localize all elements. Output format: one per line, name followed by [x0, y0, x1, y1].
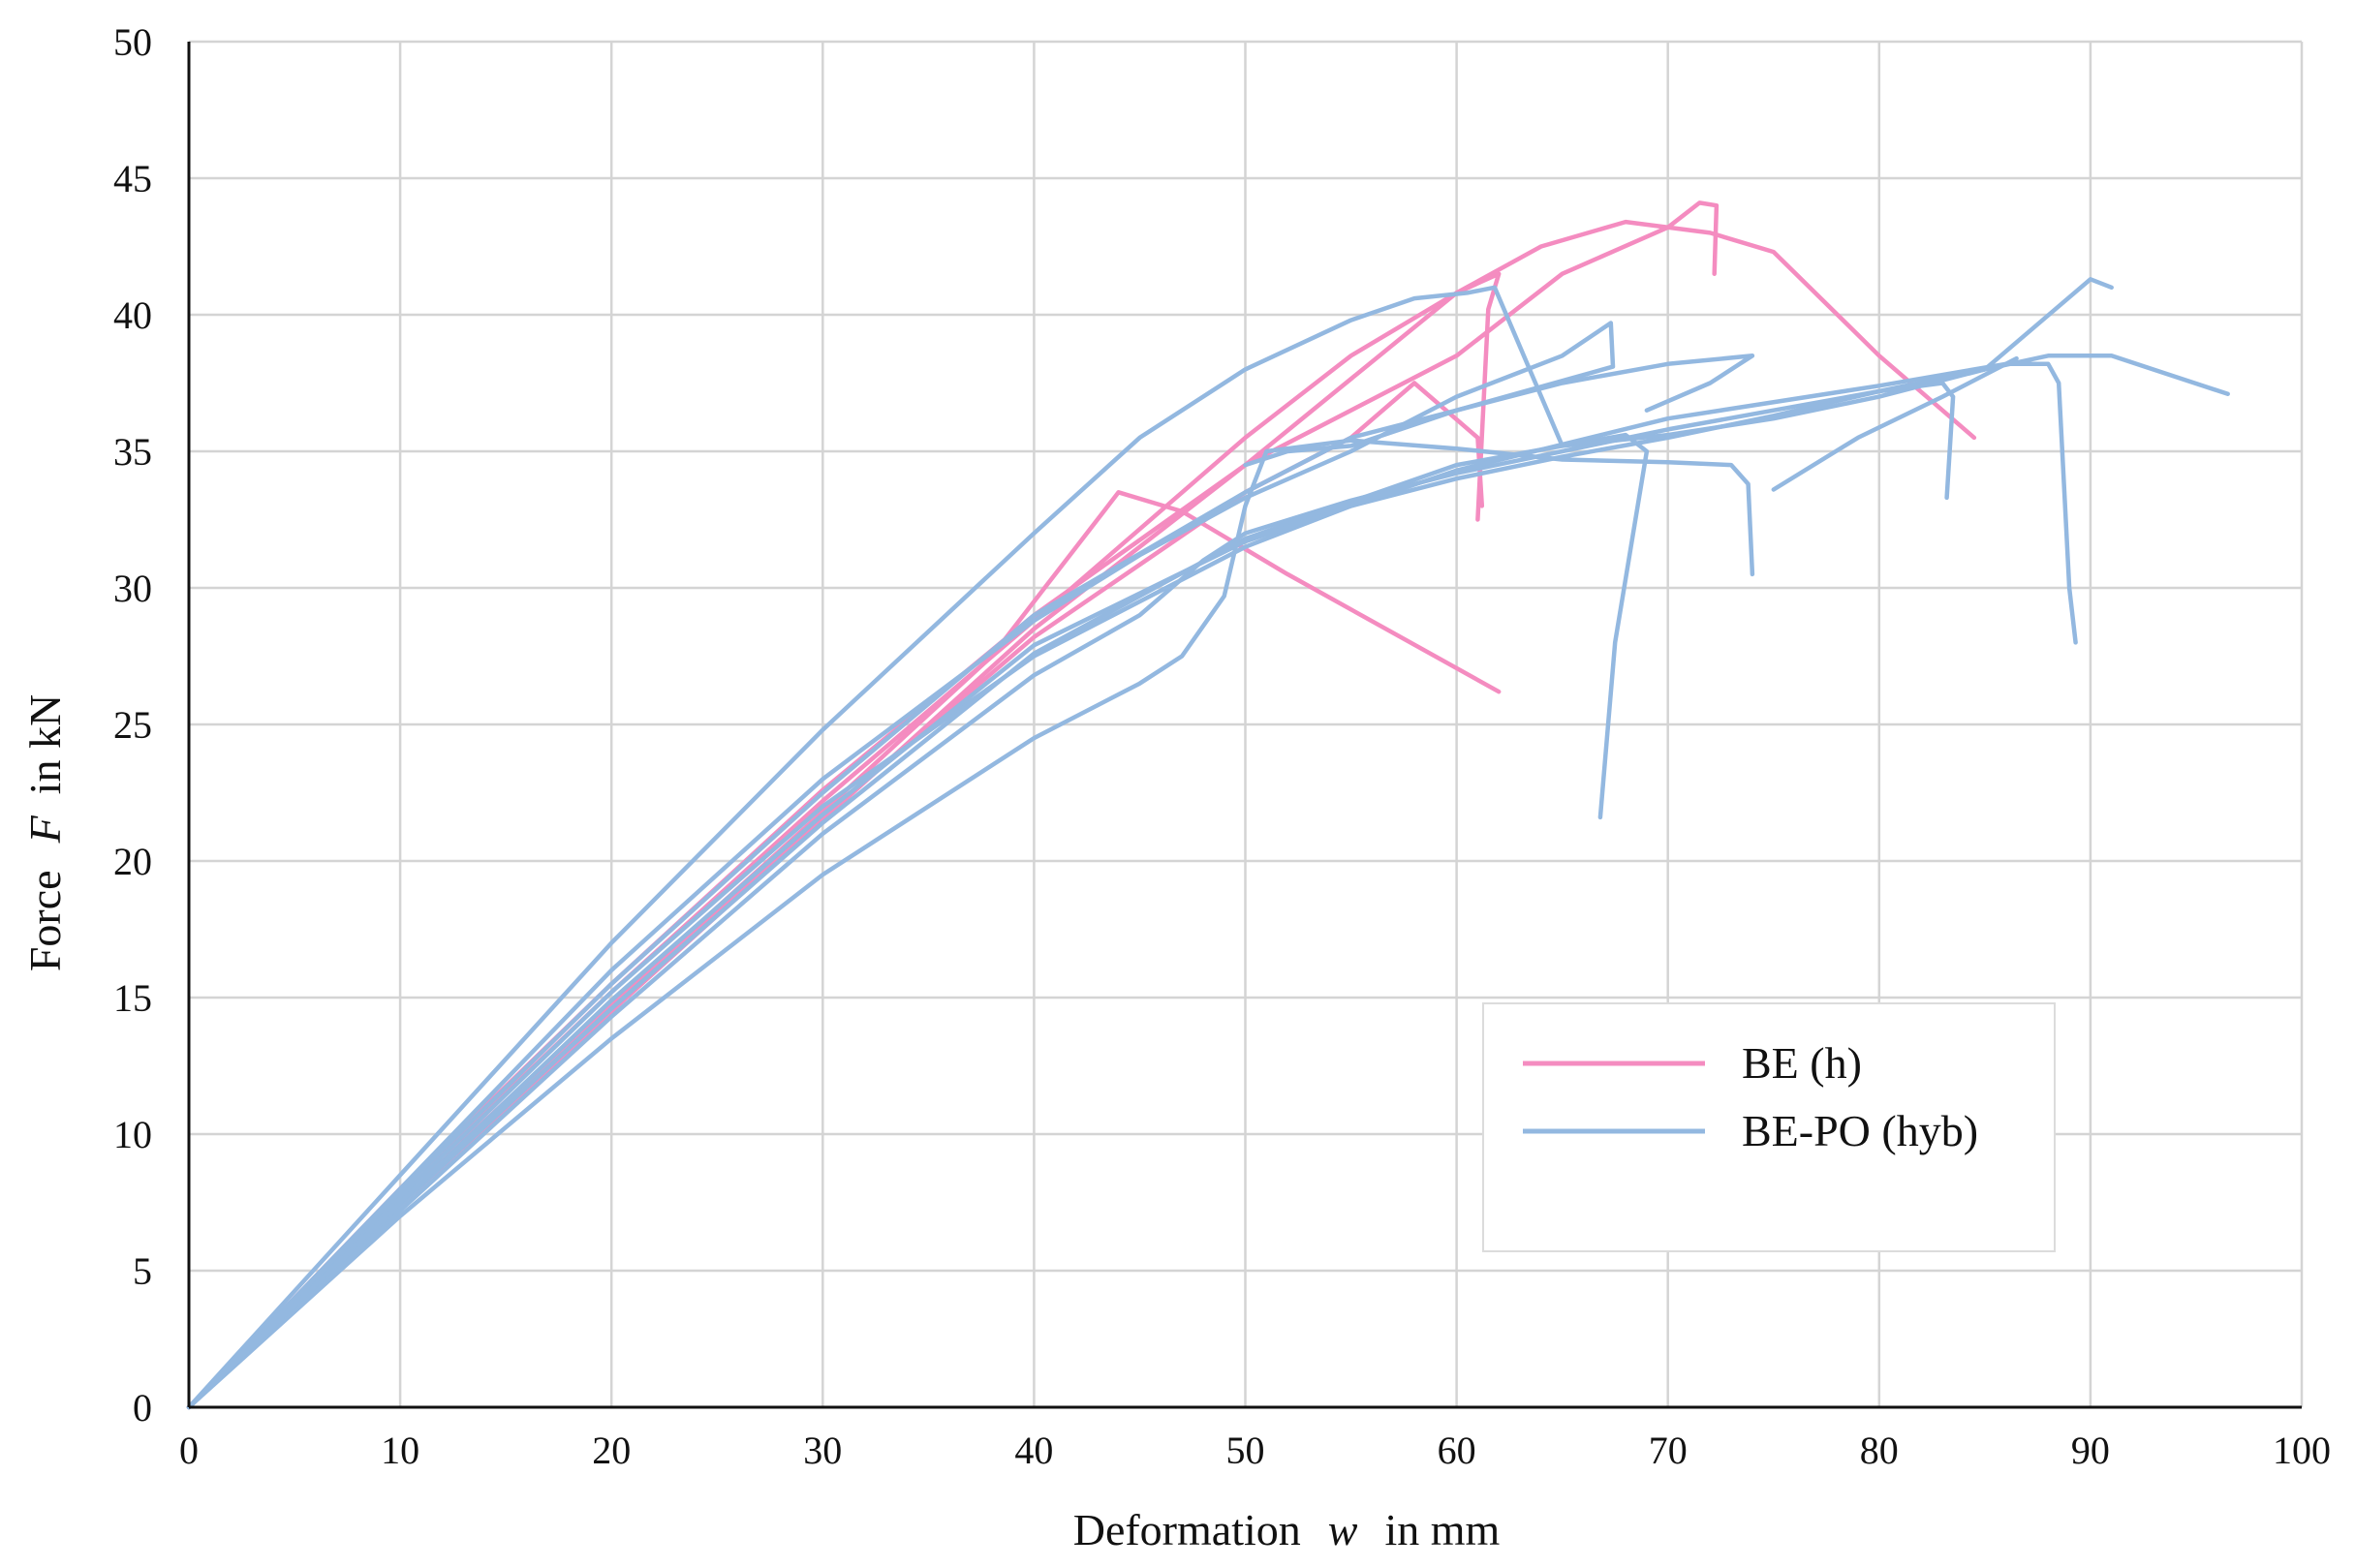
x-tick-label: 100: [2273, 1429, 2331, 1472]
series-line-be-h-0: [186, 271, 1502, 1410]
x-tick-label: 10: [381, 1429, 419, 1472]
y-tick-label: 25: [113, 703, 152, 747]
x-tick-label: 90: [2071, 1429, 2110, 1472]
y-axis-title-symbol: F: [20, 815, 70, 844]
series-line-be-po-hyb-10: [186, 432, 1650, 1410]
tick-labels: 0 10 20 30 40 50 60 70 80 90 100 0 5 10 15 20 25 30 35 40 45…: [113, 20, 2331, 1472]
x-tick-label: 20: [592, 1429, 631, 1472]
legend-label-be-po-hyb: BE-PO (hyb): [1742, 1106, 1978, 1155]
x-axis-title: Deformation w in mm: [1073, 1505, 1501, 1554]
series-line-be-po-hyb-7: [186, 277, 2114, 1410]
series-lines: [186, 200, 2230, 1410]
x-tick-label: 0: [179, 1429, 199, 1472]
y-tick-label: 20: [113, 840, 152, 883]
y-tick-label: 40: [113, 293, 152, 337]
x-tick-label: 60: [1438, 1429, 1476, 1472]
y-tick-label: 5: [133, 1249, 152, 1293]
y-tick-label: 45: [113, 157, 152, 200]
x-axis-title-prefix: Deformation: [1073, 1505, 1301, 1554]
grid-lines: [189, 40, 2304, 1407]
legend-label-be-h: BE (h): [1742, 1038, 1862, 1088]
y-axis-title: Force Fin kN: [20, 694, 70, 971]
y-tick-label: 15: [113, 976, 152, 1020]
y-tick-label: 10: [113, 1113, 152, 1156]
y-tick-label: 30: [113, 567, 152, 610]
x-axis-title-symbol: w: [1328, 1505, 1358, 1554]
series-line-be-h-4: [186, 381, 1485, 1410]
x-tick-label: 50: [1226, 1429, 1265, 1472]
y-tick-label: 50: [113, 20, 152, 64]
y-tick-label: 0: [133, 1386, 152, 1430]
legend: BE (h) BE-PO (hyb): [1482, 1002, 2056, 1252]
x-axis-title-suffix: in mm: [1384, 1505, 1500, 1554]
legend-box: [1482, 1002, 2056, 1252]
x-tick-label: 70: [1649, 1429, 1688, 1472]
series-line-be-po-hyb-8: [186, 438, 1755, 1410]
series-line-be-po-hyb-13: [1771, 355, 2019, 492]
y-axis-title-prefix: Force: [20, 870, 70, 971]
series-line-be-po-hyb-11: [186, 354, 1755, 1410]
axes: [187, 42, 2302, 1409]
series-line-be-po-hyb-12: [186, 361, 2078, 1410]
x-tick-label: 30: [803, 1429, 842, 1472]
y-tick-label: 35: [113, 430, 152, 474]
x-tick-label: 80: [1860, 1429, 1899, 1472]
series-line-be-po-hyb-9: [186, 381, 1956, 1410]
y-axis-title-suffix: in kN: [20, 694, 70, 795]
x-tick-label: 40: [1014, 1429, 1053, 1472]
